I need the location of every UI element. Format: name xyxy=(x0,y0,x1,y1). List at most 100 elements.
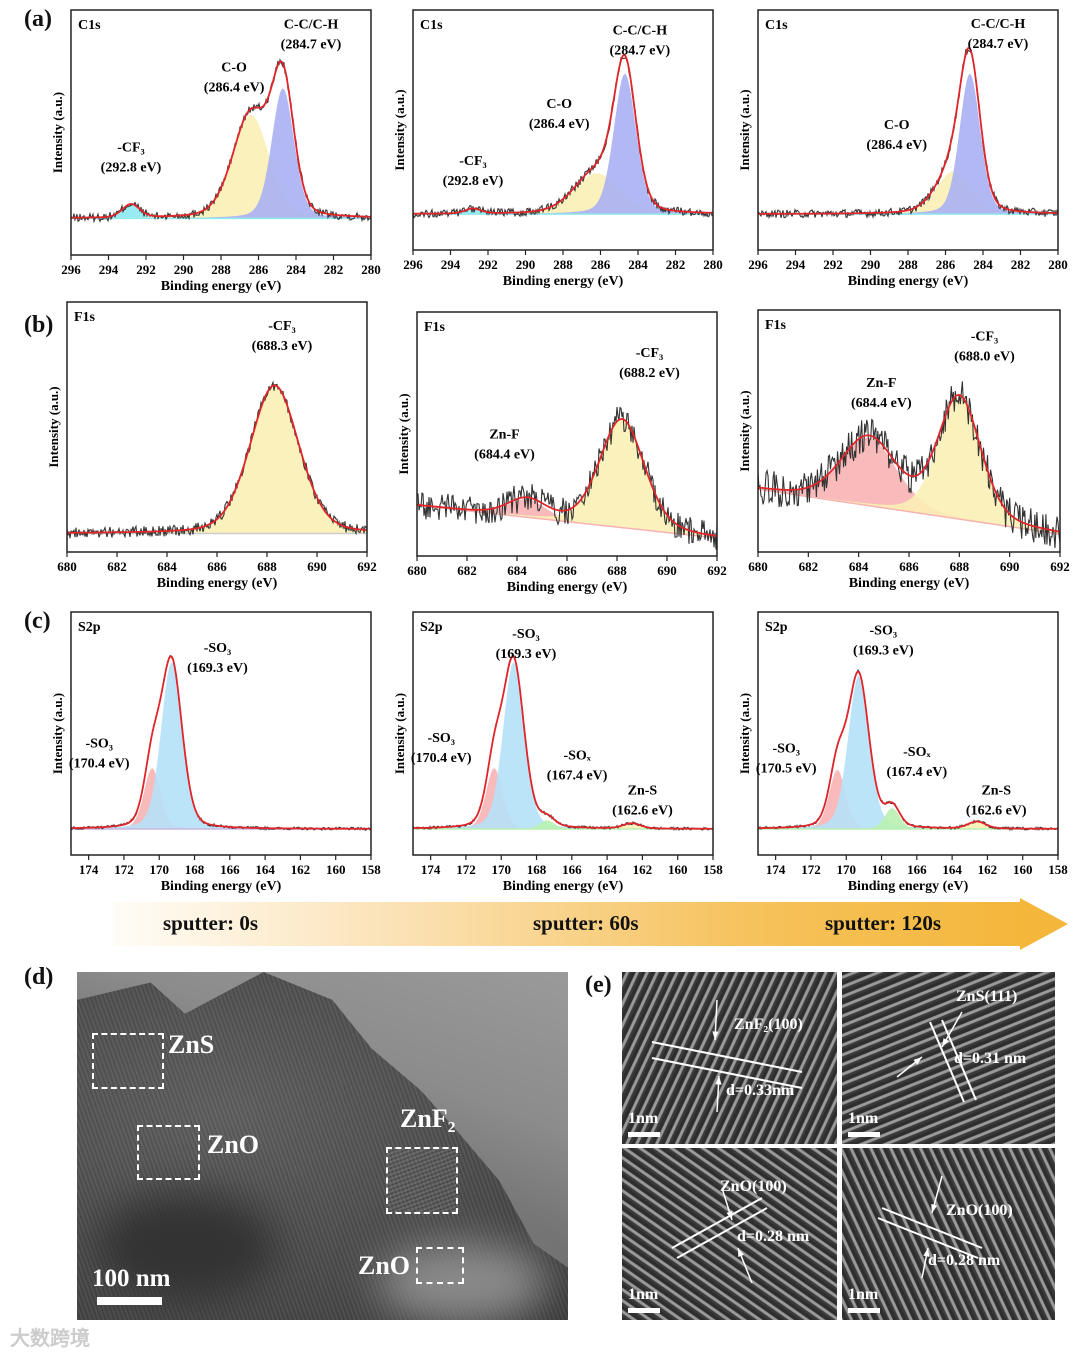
peak-label: -CF₃ xyxy=(971,329,999,344)
x-tick-label: 174 xyxy=(421,862,441,877)
x-tick-label: 690 xyxy=(307,559,327,574)
x-tick-label: 296 xyxy=(748,257,768,272)
x-tick-label: 290 xyxy=(174,262,194,277)
x-tick-label: 294 xyxy=(441,257,461,272)
x-tick-label: 282 xyxy=(1011,257,1031,272)
x-tick-label: 288 xyxy=(211,262,231,277)
panel-title: C1s xyxy=(765,18,788,33)
scale-bar xyxy=(628,1132,660,1137)
x-axis-label: Binding energy (eV) xyxy=(161,879,282,894)
fit-envelope-line xyxy=(757,670,1059,830)
x-axis-label: Binding energy (eV) xyxy=(849,576,970,591)
lattice-plane-label: ZnF₂(100) xyxy=(734,1016,803,1033)
peak-label: C-O xyxy=(884,118,910,133)
x-tick-label: 292 xyxy=(136,262,156,277)
panel-title: F1s xyxy=(74,310,96,325)
xps-panel-2: 296 294 292 290 288 286 284 282 280 Binding energ… xyxy=(737,9,1068,289)
peak-fill-0 xyxy=(758,171,1058,215)
x-axis-label: Binding energy (eV) xyxy=(503,879,624,894)
x-tick-label: 684 xyxy=(849,559,869,574)
x-tick-label: 682 xyxy=(799,559,819,574)
tem-scale-label: 100 nm xyxy=(92,1265,171,1292)
x-tick-label: 160 xyxy=(326,862,346,877)
xps-panel-0: 296 294 292 290 288 286 284 282 280 Binding energ… xyxy=(50,9,381,294)
peak-label: -SO₃ xyxy=(772,742,800,757)
x-tick-label: 172 xyxy=(456,862,476,877)
roi-box-znf2 xyxy=(386,1147,458,1214)
peak-fill-1 xyxy=(417,419,717,538)
lattice-fringe-line xyxy=(929,1021,965,1103)
x-tick-label: 284 xyxy=(628,257,648,272)
x-axis-label: Binding energy (eV) xyxy=(503,274,624,289)
sputter-label-60s: sputter: 60s xyxy=(533,911,639,935)
x-tick-label: 686 xyxy=(899,559,919,574)
lattice-annotation xyxy=(877,1175,983,1279)
peak-energy-label: (170.4 eV) xyxy=(69,756,130,771)
peak-fill-2 xyxy=(413,73,713,215)
xps-charts: 296 294 292 290 288 286 284 282 280 Binding energ… xyxy=(46,9,1070,894)
x-tick-label: 286 xyxy=(936,257,956,272)
peak-label: -SO₃ xyxy=(85,736,113,751)
panel-letter-c: (c) xyxy=(24,608,51,634)
peak-label: -SO₃ xyxy=(204,641,232,656)
peak-label: Zn-S xyxy=(981,783,1011,798)
peak-label: -SO₃ xyxy=(512,627,540,642)
peak-energy-label: (162.6 eV) xyxy=(612,803,673,818)
fit-envelope-line xyxy=(66,384,368,534)
peak-energy-label: (688.0 eV) xyxy=(954,349,1015,364)
lattice-plane-label: ZnO(100) xyxy=(946,1202,1013,1219)
x-tick-label: 172 xyxy=(114,862,134,877)
x-tick-label: 158 xyxy=(361,862,381,877)
lattice-annotation xyxy=(651,999,803,1113)
xps-panel-6: 174 172 170 168 166 164 162 160 158 Binding energ… xyxy=(50,611,381,894)
peak-label: -CF₃ xyxy=(636,346,664,361)
x-tick-label: 692 xyxy=(357,559,377,574)
tem-dark-region xyxy=(97,1192,277,1302)
lattice-fringe-line xyxy=(651,1057,803,1089)
peak-label: Zn-S xyxy=(628,783,658,798)
peak-fill-1 xyxy=(71,115,371,219)
peak-energy-label: (286.4 eV) xyxy=(529,117,590,132)
xps-panel-5: 680 682 684 686 688 690 692 Binding energy (eV)… xyxy=(737,309,1070,591)
panel-title: S2p xyxy=(78,620,101,635)
peak-label: Zn-F xyxy=(866,376,896,391)
x-tick-label: 160 xyxy=(1013,862,1033,877)
x-tick-label: 282 xyxy=(666,257,686,272)
arrow-icon xyxy=(721,1187,733,1221)
x-tick-label: 280 xyxy=(1048,257,1068,272)
peak-label: -SOₓ xyxy=(563,749,591,764)
panel-letter-b: (b) xyxy=(24,312,54,338)
arrow-icon xyxy=(737,1247,753,1284)
y-axis-label: Intensity (a.u.) xyxy=(392,89,407,170)
lattice-annotation xyxy=(896,1011,977,1103)
peak-energy-label: (292.8 eV) xyxy=(443,174,504,189)
xps-panel-8: 174 172 170 168 166 164 162 160 158 Binding energ… xyxy=(737,611,1068,894)
x-tick-label: 680 xyxy=(407,563,427,578)
x-tick-label: 166 xyxy=(562,862,582,877)
x-axis-label: Binding energy (eV) xyxy=(848,879,969,894)
x-tick-label: 688 xyxy=(607,563,627,578)
x-tick-label: 170 xyxy=(491,862,511,877)
x-tick-label: 688 xyxy=(257,559,277,574)
peak-label: -CF₃ xyxy=(459,154,487,169)
lattice-annotation xyxy=(671,1187,768,1284)
x-tick-label: 684 xyxy=(507,563,527,578)
peak-fill-0 xyxy=(758,769,1058,829)
x-tick-label: 690 xyxy=(657,563,677,578)
peak-energy-label: (170.5 eV) xyxy=(756,762,817,777)
scale-bar-label: 1nm xyxy=(848,1110,879,1127)
raw-data-line xyxy=(757,381,1061,549)
fit-envelope-line xyxy=(70,654,372,830)
peak-energy-label: (169.3 eV) xyxy=(496,647,557,662)
x-tick-label: 168 xyxy=(872,862,892,877)
x-axis-label: Binding energy (eV) xyxy=(507,580,628,595)
x-tick-label: 174 xyxy=(79,862,99,877)
peak-label: C-O xyxy=(546,97,572,112)
peak-label: -SOₓ xyxy=(903,745,931,760)
peak-energy-label: (286.4 eV) xyxy=(866,138,927,153)
roi-box-zns xyxy=(92,1033,164,1089)
fit-envelope-line xyxy=(757,46,1059,215)
peak-label: C-O xyxy=(221,61,247,76)
x-tick-label: 296 xyxy=(403,257,423,272)
